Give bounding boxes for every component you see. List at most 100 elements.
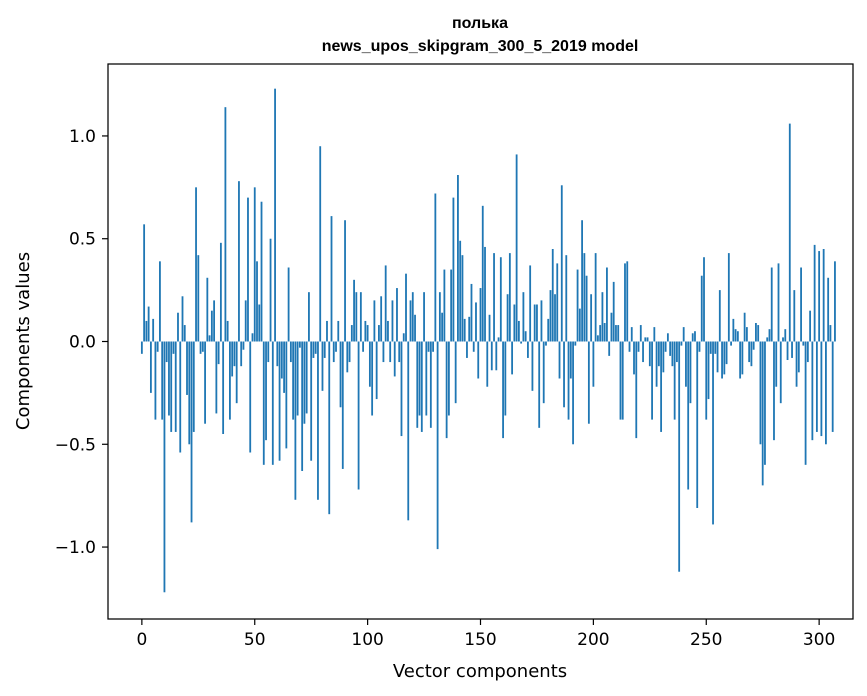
bar [576,269,579,342]
bar [574,341,577,346]
bar [355,292,358,342]
bar [524,331,527,342]
bar [648,341,651,367]
chart-title-line1: полька [452,15,508,32]
bar [743,312,746,342]
bar [635,341,638,439]
bar [748,341,751,363]
bar [759,341,762,445]
bar [490,341,493,371]
bar [332,341,335,363]
bar [560,185,563,342]
bar [594,253,597,342]
bar [664,341,667,352]
bar [427,341,430,352]
bar [231,341,234,377]
bar [615,325,617,342]
bar [335,341,337,352]
bar [495,341,498,371]
y-axis-ticks: −1.0 −0.5 0.0 0.5 1.0 [55,127,108,558]
bar [671,341,674,367]
bar [795,341,798,387]
bar [402,333,405,342]
bar [497,337,500,342]
bar [639,325,642,342]
bar [727,253,730,342]
bar [140,341,143,354]
bar [777,263,780,342]
bar [152,318,155,342]
bar [678,341,681,572]
bar [655,341,658,387]
bar [596,335,599,342]
bar [287,267,290,342]
bar [472,341,475,352]
bar [204,341,206,424]
bar [517,320,520,342]
bar [741,341,744,375]
bar [813,244,816,342]
bar [797,341,800,373]
bar [183,325,186,342]
bar [515,154,518,342]
bar [278,341,281,461]
x-tick-label: 250 [690,630,722,650]
bar [357,341,360,490]
bar [459,240,462,342]
bar [825,341,827,445]
bar [143,224,146,342]
bar [337,320,340,342]
bar [815,341,818,432]
bar [565,255,568,342]
bar [558,341,561,379]
bar [820,341,823,437]
bar [447,341,450,416]
bar [475,302,477,342]
bar [493,253,495,342]
bar [253,187,256,342]
bar [549,290,552,342]
bar [531,341,534,391]
bar [368,341,371,387]
bar [567,341,570,420]
bar [233,341,236,367]
bar [477,341,480,379]
bar [811,341,814,441]
bar [563,341,565,408]
bar [429,341,432,428]
y-axis-label: Components values [13,252,34,430]
bar [685,341,687,387]
bar [786,341,789,360]
bar [463,318,466,342]
bar [443,269,446,342]
bar [732,318,735,342]
bar [533,304,536,342]
bar [707,341,710,400]
bar [682,327,685,342]
bar [271,341,274,465]
bar [418,341,421,416]
bar [292,341,295,420]
bar [244,300,247,342]
bar [538,341,541,428]
bar [217,341,220,365]
bar [224,107,227,342]
bar [592,341,595,387]
bar [405,273,407,342]
bar [409,300,412,342]
bar [633,341,635,375]
bar [657,341,660,367]
bar [452,197,455,342]
bar [326,320,328,342]
bar [773,341,775,441]
bar [310,341,313,461]
bar [725,341,728,365]
bar [712,341,714,525]
bar [624,263,626,342]
bar [308,292,310,342]
bar [174,341,177,432]
bar [504,341,507,416]
bar [411,292,414,342]
bar [276,341,279,367]
